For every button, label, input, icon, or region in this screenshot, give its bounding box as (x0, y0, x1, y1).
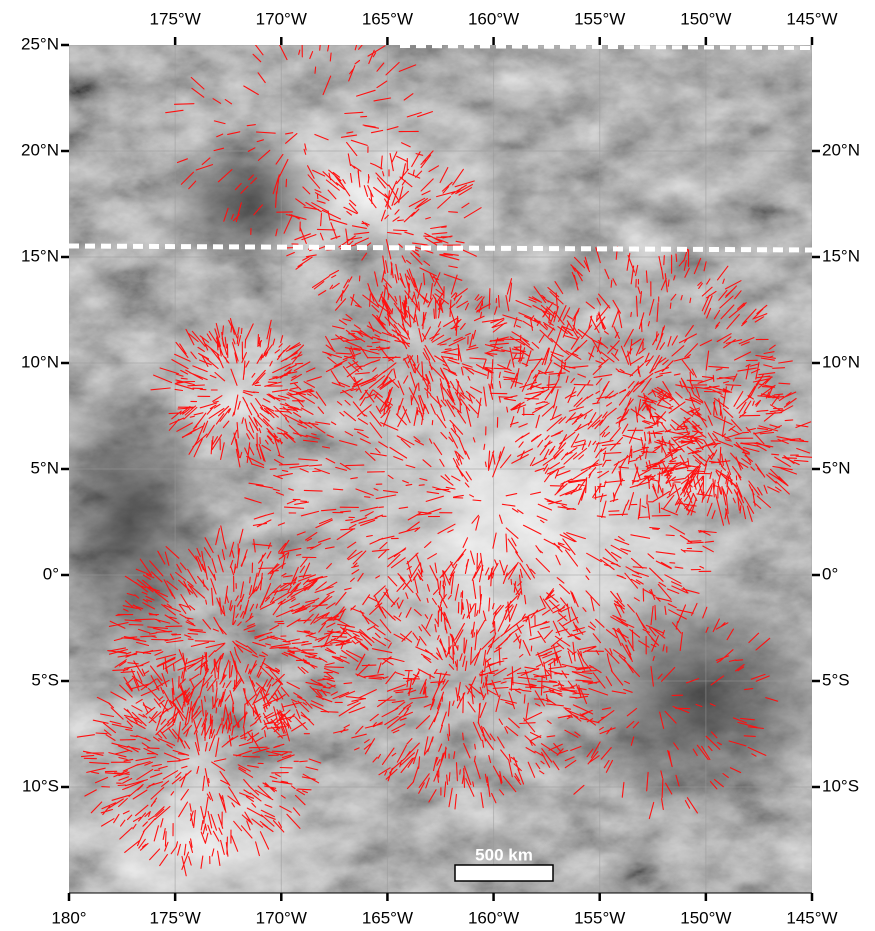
x-tick-label: 175°W (150, 908, 201, 927)
dark-region (560, 580, 840, 820)
x-tick-label: 160°W (468, 908, 519, 927)
y-tick-label: 5°S (822, 670, 850, 689)
y-tick-label: 10°S (22, 776, 59, 795)
x-tick-label: 150°W (680, 908, 731, 927)
x-tick-label: 145°W (786, 9, 837, 28)
x-tick-label: 155°W (574, 9, 625, 28)
map-figure: 180° 175°W 170°W 165°W 160°W 155°W 150°W 145°W 1… (0, 0, 875, 931)
page: {"map": { "xlim": [-180, -145], "ylim": … (0, 0, 875, 931)
x-tick-label: 160°W (468, 9, 519, 28)
y-tick-label: 0° (43, 564, 59, 583)
bright-region (30, 750, 370, 930)
x-tick-label: 165°W (362, 9, 413, 28)
x-tick-label: 170°W (256, 908, 307, 927)
y-tick-label: 5°N (30, 458, 59, 477)
x-tick-label: 165°W (362, 908, 413, 927)
y-tick-label: 10°N (21, 352, 59, 371)
y-tick-label: 15°N (822, 246, 860, 265)
x-tick-label: 150°W (680, 9, 731, 28)
y-tick-label: 20°N (21, 140, 59, 159)
x-tick-label: 180° (51, 908, 86, 927)
y-tick-label: 10°S (822, 776, 859, 795)
radar-image (30, 16, 840, 930)
y-tick-label: 15°N (21, 246, 59, 265)
x-tick-label: 145°W (786, 908, 837, 927)
y-tick-label: 10°N (822, 352, 860, 371)
y-tick-label: 0° (822, 564, 838, 583)
x-tick-label: 175°W (150, 9, 201, 28)
x-tick-label: 170°W (256, 9, 307, 28)
y-tick-label: 20°N (822, 140, 860, 159)
scale-bar (455, 865, 553, 881)
y-tick-label: 25°N (21, 34, 59, 53)
y-tick-label: 5°N (822, 458, 851, 477)
y-tick-label: 5°S (31, 670, 59, 689)
x-tick-label: 155°W (574, 908, 625, 927)
scale-bar-label: 500 km (475, 845, 533, 864)
